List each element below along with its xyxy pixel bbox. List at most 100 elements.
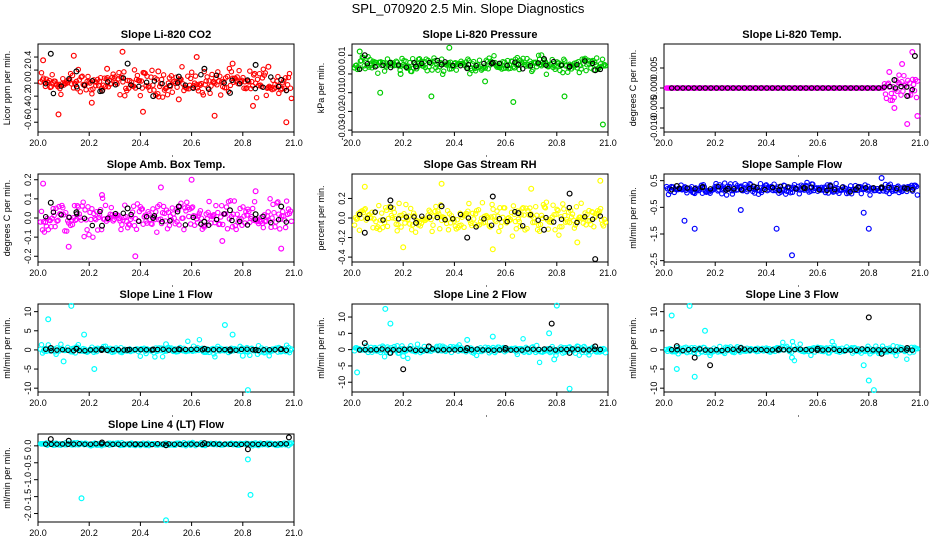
- data-point: [403, 201, 409, 208]
- data-point: [482, 65, 489, 71]
- series-point: [865, 225, 872, 232]
- avg-point: [527, 211, 534, 218]
- avg-point: [442, 216, 448, 223]
- avg-point: [452, 347, 458, 353]
- plot-frame: [351, 43, 609, 133]
- avg-point: [76, 441, 83, 447]
- series-point: [464, 65, 471, 72]
- series-point: [904, 120, 911, 127]
- data-point: [530, 219, 536, 226]
- series-point: [188, 176, 195, 183]
- y-tick-label: 0: [649, 347, 659, 352]
- data-point: [60, 204, 66, 211]
- data-point: [283, 198, 290, 204]
- avg-point: [730, 85, 736, 91]
- y-tick-label: -10: [23, 382, 33, 395]
- series-point: [55, 111, 62, 118]
- avg-point: [66, 76, 72, 82]
- x-tick-label: 20.0: [655, 138, 673, 148]
- data-point: [375, 70, 381, 76]
- data-point: [267, 196, 273, 202]
- data-point: [539, 215, 546, 222]
- data-point: [406, 213, 412, 219]
- avg-point: [380, 62, 386, 68]
- avg-point: [792, 346, 798, 353]
- avg-point: [356, 211, 363, 218]
- series-point: [387, 320, 394, 327]
- data-point: [58, 91, 64, 98]
- avg-point: [390, 346, 397, 353]
- data-point: [90, 234, 96, 240]
- x-tick-label: 20.6: [809, 268, 827, 278]
- avg-point: [808, 184, 815, 190]
- data-point: [729, 191, 736, 197]
- avg-point: [244, 222, 251, 228]
- avg-point: [524, 346, 531, 352]
- series-point: [47, 436, 54, 443]
- avg-point: [411, 214, 417, 220]
- avg-point: [747, 347, 753, 353]
- avg-point: [881, 84, 888, 90]
- y-tick-label: 10: [649, 307, 659, 317]
- chart-panel: Slope Li-820 CO2 20.0 20.2 20.4 20.6 20.8 21.0…: [2, 29, 303, 157]
- y-tick-label: 0.2: [23, 64, 33, 77]
- data-point: [236, 67, 242, 74]
- avg-point: [115, 441, 122, 447]
- data-point: [275, 199, 281, 205]
- data-point: [542, 59, 549, 65]
- series-point: [464, 345, 471, 352]
- data-point: [99, 195, 106, 201]
- data-point: [602, 219, 609, 226]
- x-tick-label: 21.0: [911, 398, 929, 408]
- data-point: [139, 206, 146, 212]
- chart-panel: Slope Line 4 (LT) Flow 20.0 20.2 20.4 20.6 20…: [2, 419, 303, 538]
- data-point: [80, 199, 86, 205]
- series-point: [354, 369, 361, 376]
- data-point: [38, 208, 45, 215]
- series-point: [551, 356, 558, 363]
- data-point: [369, 209, 375, 216]
- data-point: [548, 219, 554, 226]
- data-point: [223, 204, 230, 210]
- data-point: [41, 229, 48, 235]
- data-point: [602, 63, 609, 69]
- avg-point: [188, 441, 194, 447]
- series-point: [175, 203, 182, 210]
- avg-point: [364, 61, 371, 67]
- avg-point: [143, 79, 150, 86]
- data-point: [49, 71, 55, 78]
- avg-point: [488, 222, 495, 228]
- data-point: [288, 218, 295, 225]
- data-point: [597, 205, 604, 212]
- avg-point: [580, 347, 587, 353]
- data-point: [707, 352, 713, 359]
- data-point: [488, 214, 494, 220]
- x-tick-label: 21.0: [285, 528, 303, 538]
- avg-point: [692, 186, 698, 192]
- data-point: [470, 216, 477, 222]
- data-point: [38, 70, 45, 76]
- panel-title: Slope Gas Stream RH: [423, 159, 536, 171]
- series-point: [193, 53, 200, 60]
- data-point: [72, 217, 79, 223]
- avg-point: [260, 84, 266, 90]
- plot-frame: [37, 303, 295, 393]
- series-point: [776, 187, 783, 194]
- series-point: [73, 68, 80, 75]
- data-point: [377, 217, 384, 223]
- x-tick-label: 20.0: [29, 268, 47, 278]
- y-tick-label: -10: [337, 376, 347, 389]
- data-point: [496, 228, 502, 235]
- x-tick-label: 20.6: [497, 398, 515, 408]
- avg-point: [485, 347, 492, 353]
- avg-point: [836, 85, 843, 91]
- data-point: [789, 338, 796, 345]
- series-point: [438, 61, 445, 68]
- series-point: [788, 354, 795, 361]
- avg-point: [81, 82, 88, 88]
- x-tick-label: 20.8: [234, 398, 252, 408]
- y-tick-label: -0.6: [23, 114, 33, 130]
- data-point: [521, 212, 527, 218]
- x-tick-label: 20.8: [234, 528, 252, 538]
- series-point: [886, 68, 893, 75]
